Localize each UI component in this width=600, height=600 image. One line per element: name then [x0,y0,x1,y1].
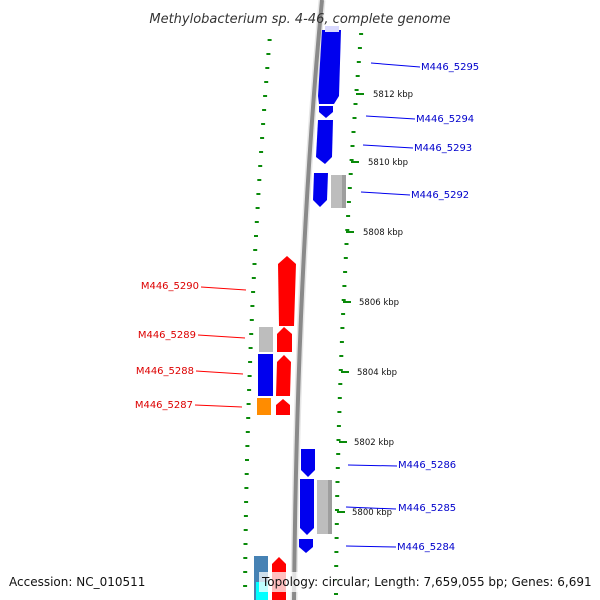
leader-M446_5286 [347,464,398,467]
gene-label[interactable]: M446_5285 [398,503,456,514]
leader-M446_5289 [197,334,246,339]
kbp-labels: 5812 kbp 5810 kbp 5808 kbp 5806 kbp 5804… [337,90,413,518]
gene-other-1-shade [342,175,346,208]
kbp-label: 5806 kbp [359,298,399,308]
gene-M446_5289[interactable] [277,327,292,352]
gene-M446_5290[interactable] [278,256,296,326]
kbp-label: 5802 kbp [354,438,394,448]
gene-features [254,26,346,600]
leader-M446_5290 [200,286,247,291]
gene-M446_5287[interactable] [276,399,290,415]
kbp-label: 5800 kbp [352,508,392,518]
gene-M446_5294[interactable] [319,106,333,118]
gene-M446_5287-orange[interactable] [257,398,271,415]
leader-M446_5295 [370,62,421,68]
accession-label: Accession: NC_010511 [9,575,145,589]
gene-M446_5284[interactable] [299,539,313,553]
gene-label[interactable]: M446_5284 [397,542,455,553]
gene-M446_5288[interactable] [276,355,291,396]
tick-marks [243,33,364,595]
gene-M446_5295-cap [325,26,339,32]
backbone-line [292,0,324,600]
gene-M446_5295[interactable] [318,30,341,104]
gene-label[interactable]: M446_5294 [416,114,474,125]
gene-label[interactable]: M446_5292 [411,190,469,201]
gene-label[interactable]: M446_5287 [135,400,193,411]
gene-M446_5286[interactable] [301,449,315,477]
kbp-label: 5810 kbp [368,158,408,168]
gene-other-3-shade [328,480,332,534]
gene-label[interactable]: M446_5286 [398,460,456,471]
kbp-label: 5804 kbp [357,368,397,378]
gene-labels: M446_5295 M446_5294 M446_5293 M446_5292 … [135,62,479,553]
gene-other-2[interactable] [259,327,273,352]
gene-label[interactable]: M446_5293 [414,143,472,154]
gene-label[interactable]: M446_5289 [138,330,196,341]
kbp-label: 5812 kbp [373,90,413,100]
gene-M446_5292[interactable] [313,173,328,207]
gene-label[interactable]: M446_5295 [421,62,479,73]
gene-label[interactable]: M446_5288 [136,366,194,377]
gene-M446_5285[interactable] [300,479,314,535]
leader-M446_5293 [362,144,414,149]
summary-backdrop [259,572,595,592]
summary-label: Topology: circular; Length: 7,659,055 bp… [261,575,592,589]
leader-M446_5287 [194,404,243,408]
map-title: Methylobacterium sp. 4-46, complete geno… [149,12,450,27]
kbp-label: 5808 kbp [363,228,403,238]
leader-M446_5288 [195,370,244,375]
gene-M446_5293[interactable] [316,120,333,164]
gene-label[interactable]: M446_5290 [141,281,199,292]
leader-M446_5285 [345,506,397,510]
leader-M446_5284 [345,545,397,548]
gene-M446_5288-rev[interactable] [258,354,273,396]
leader-M446_5292 [360,191,411,196]
leader-M446_5294 [365,115,416,120]
leader-lines [194,62,421,548]
